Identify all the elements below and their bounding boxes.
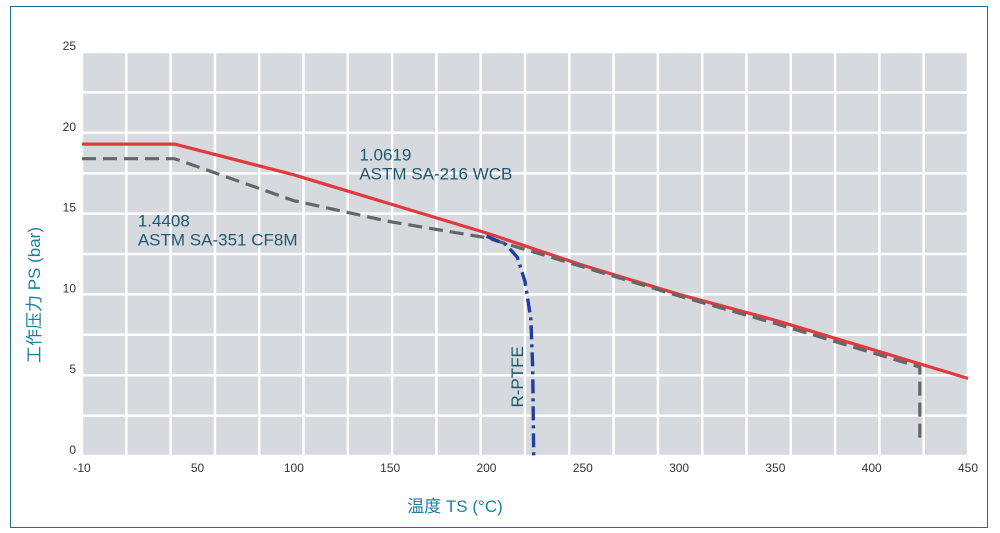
series-line-3 — [485, 234, 536, 457]
x-tick-label: 150 — [380, 461, 400, 475]
wcb-label: 1.0619 ASTM SA-216 WCB — [359, 145, 512, 183]
y-tick-label: 0 — [69, 443, 76, 457]
x-axis-title: 温度 TS (°C) — [407, 497, 503, 516]
series-group — [82, 142, 969, 457]
x-tick-label: 100 — [284, 461, 304, 475]
ptfe-label: R-PTFE — [508, 346, 527, 407]
x-tick-label: -10 — [73, 461, 91, 475]
annotations: 1.0619 ASTM SA-216 WCB 1.4408 ASTM SA-351 C… — [138, 145, 527, 407]
x-tick-label: 350 — [765, 461, 785, 475]
x-tick-label: 300 — [669, 461, 689, 475]
y-tick-label: 5 — [69, 362, 76, 376]
y-tick-label: 20 — [63, 120, 77, 134]
x-tick-label: 450 — [958, 461, 978, 475]
y-tick-labels: 0 5 10 15 20 25 — [63, 39, 77, 457]
series-line-2 — [82, 157, 922, 444]
x-tick-label: 50 — [191, 461, 205, 475]
x-tick-labels: -10 50 100 150 200 250 300 350 400 450 — [73, 461, 978, 475]
cf8m-label: 1.4408 ASTM SA-351 CF8M — [138, 212, 298, 250]
x-tick-label: 400 — [862, 461, 882, 475]
grid-lines — [80, 50, 970, 458]
y-tick-label: 15 — [63, 201, 77, 215]
x-tick-label: 250 — [573, 461, 593, 475]
y-tick-label: 10 — [63, 281, 77, 295]
y-axis-title: 工作压力 PS (bar) — [25, 227, 44, 363]
x-tick-label: 200 — [476, 461, 496, 475]
y-tick-label: 25 — [63, 39, 77, 53]
